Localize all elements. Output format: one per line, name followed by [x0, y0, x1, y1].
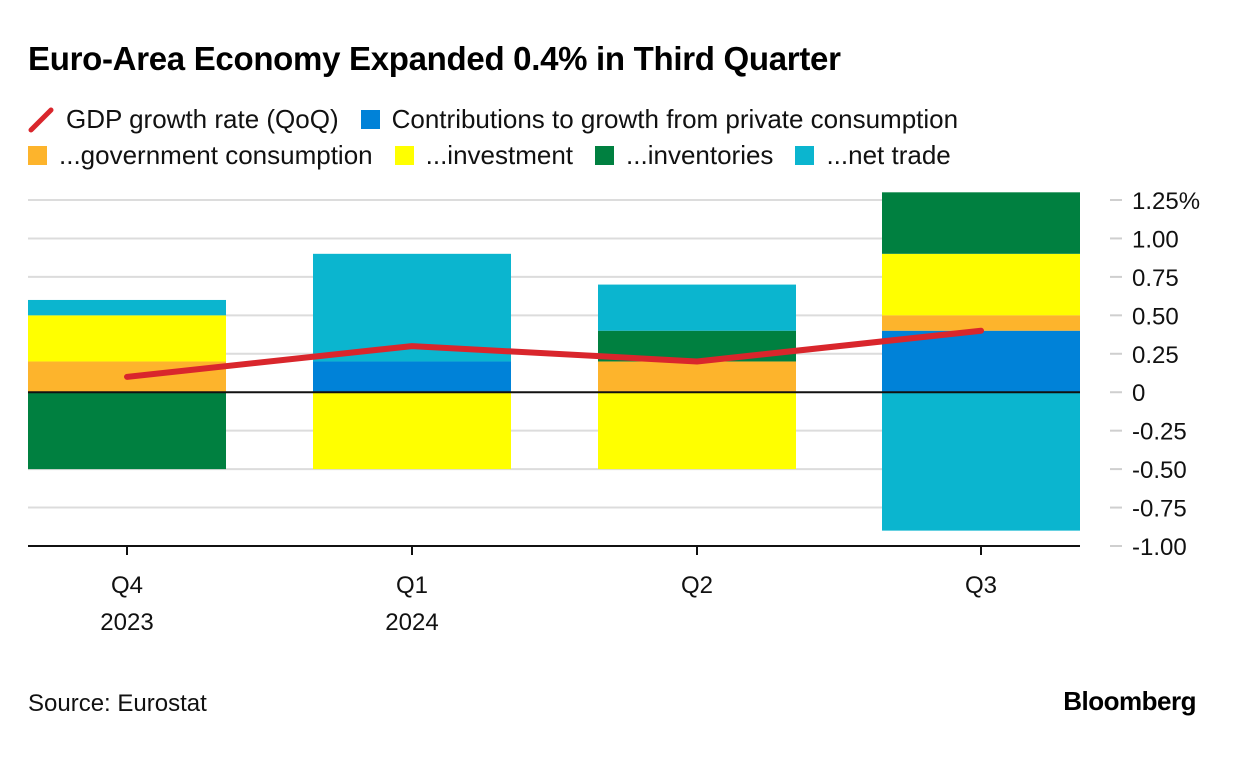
source-note: Source: Eurostat — [28, 690, 207, 717]
legend-item-investment: ...investment — [394, 140, 574, 171]
bar-segment-government — [598, 361, 796, 393]
x-tick-label: Q2 — [681, 572, 713, 599]
y-tick-label: -0.25 — [1132, 419, 1187, 446]
color-swatch-icon — [28, 146, 47, 165]
x-tick-label: Q3 — [965, 572, 997, 599]
bar-segment-net_trade — [28, 299, 226, 316]
chart-title: Euro-Area Economy Expanded 0.4% in Third… — [28, 40, 841, 77]
color-swatch-icon — [795, 146, 815, 165]
color-swatch-icon — [360, 110, 380, 129]
gdp-growth-line — [124, 327, 984, 380]
legend-row-2: ...government consumption ...investment … — [28, 140, 973, 171]
y-tick-label: -0.50 — [1132, 457, 1187, 484]
y-tick-label: 0.50 — [1132, 303, 1179, 330]
bar-segment-investment — [598, 392, 796, 470]
x-tick-label: Q1 — [396, 572, 428, 599]
legend-row-1: GDP growth rate (QoQ) Contributions to g… — [28, 104, 980, 135]
legend-item-inventories: ...inventories — [595, 140, 773, 171]
x-tick-year-label: 2024 — [385, 609, 438, 636]
legend-label: ...inventories — [626, 140, 774, 170]
x-tick-year-label: 2023 — [100, 609, 153, 636]
bar-segment-investment — [313, 392, 511, 470]
bar-segment-net_trade — [882, 392, 1080, 531]
bar-segment-private — [313, 361, 511, 393]
color-swatch-icon — [394, 146, 414, 165]
legend-label: ...net trade — [826, 140, 951, 170]
line-swatch-icon — [28, 107, 54, 132]
bar-segment-net_trade — [598, 284, 796, 331]
axes — [28, 391, 1080, 555]
legend-item-government-consumption: ...government consumption — [28, 140, 373, 171]
bar-segment-inventories — [882, 192, 1080, 254]
legend-item-private-consumption: Contributions to growth from private con… — [360, 104, 959, 135]
y-tick-label: -1.00 — [1132, 534, 1187, 561]
color-swatch-icon — [595, 146, 615, 165]
y-tick-label: 0.25 — [1132, 342, 1179, 369]
y-tick-label: 0.75 — [1132, 265, 1179, 292]
legend-label: ...government consumption — [59, 140, 373, 170]
legend-label: Contributions to growth from private con… — [391, 104, 959, 134]
y-tick-label: 1.00 — [1132, 226, 1179, 253]
y-tick-label: 0 — [1132, 380, 1145, 407]
bar-segment-investment — [882, 253, 1080, 316]
gdp-line-layer — [124, 327, 984, 380]
x-tick-label: Q4 — [111, 572, 143, 599]
bar-segment-investment — [28, 315, 226, 362]
legend-label: GDP growth rate (QoQ) — [66, 104, 339, 134]
bloomberg-logo: Bloomberg — [1063, 686, 1196, 716]
y-tick-label: -0.75 — [1132, 496, 1187, 523]
bars — [28, 192, 1080, 531]
bar-segment-inventories — [28, 392, 226, 470]
legend-item-net-trade: ...net trade — [795, 140, 951, 171]
legend-label: ...investment — [425, 140, 574, 170]
legend-item-gdp: GDP growth rate (QoQ) — [28, 104, 339, 135]
bar-segment-private — [882, 330, 1080, 393]
axis-labels: 1.25% 1.00 0.75 0.50 0.25 0 -0.25 -0.50 -0.75 -1.… — [100, 188, 1200, 636]
bar-segment-government — [882, 315, 1080, 331]
y-tick-label: 1.25% — [1132, 188, 1200, 215]
